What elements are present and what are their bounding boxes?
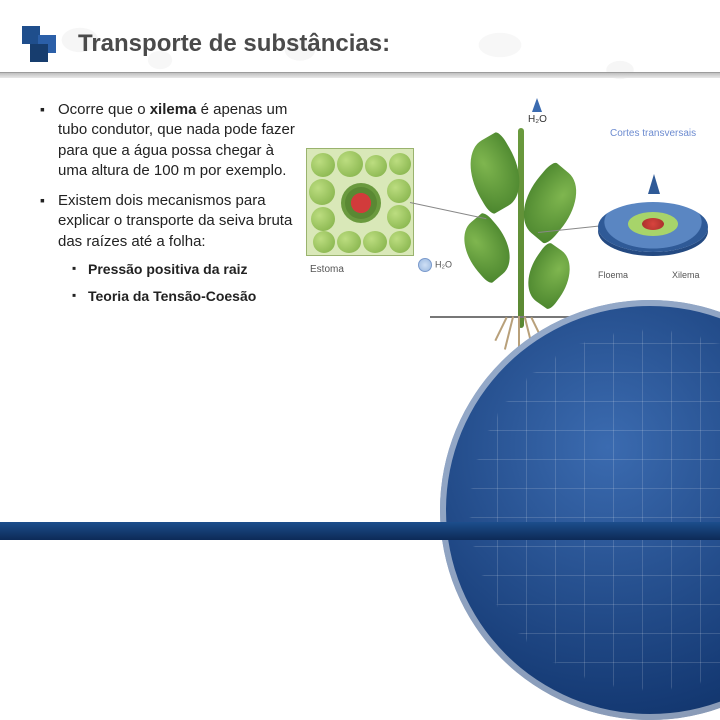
arrow-up-icon: [648, 174, 660, 194]
h2o-small-label: H₂O: [418, 258, 452, 272]
xilema-label: Xilema: [672, 270, 700, 280]
bullet-2-text: Existem dois mecanismos para explicar o …: [58, 192, 292, 250]
sub-bullet-2: Teoria da Tensão-Coesão: [72, 287, 300, 306]
title-underline: [0, 72, 720, 78]
leaf-icon: [516, 241, 583, 311]
bullet-1-pre: Ocorre que o: [58, 101, 150, 118]
sub-bullet-1: Pressão positiva da raiz: [72, 260, 300, 279]
logo-icon: [22, 26, 66, 62]
stem-crosssection: [598, 192, 708, 254]
bullet-1: Ocorre que o xilema é apenas um tubo con…: [40, 100, 300, 181]
water-droplet-icon: [418, 258, 432, 272]
disc-core: [628, 212, 678, 236]
estoma-label: Estoma: [310, 264, 344, 275]
bullet-2: Existem dois mecanismos para explicar o …: [40, 191, 300, 306]
cortes-label: Cortes transversais: [610, 128, 696, 139]
h2o-text-small: H₂O: [435, 259, 452, 269]
stem: [518, 128, 524, 328]
footer-bar: [0, 522, 720, 540]
body-text: Ocorre que o xilema é apenas um tubo con…: [40, 100, 300, 316]
bullet-1-bold: xilema: [150, 101, 197, 118]
stoma-ring-icon: [341, 183, 381, 223]
estoma-crosssection: [306, 148, 414, 256]
page-title: Transporte de substâncias:: [78, 30, 390, 58]
title-row: Transporte de substâncias:: [22, 26, 390, 62]
leaf-icon: [451, 211, 523, 285]
floema-label: Floema: [598, 270, 628, 280]
